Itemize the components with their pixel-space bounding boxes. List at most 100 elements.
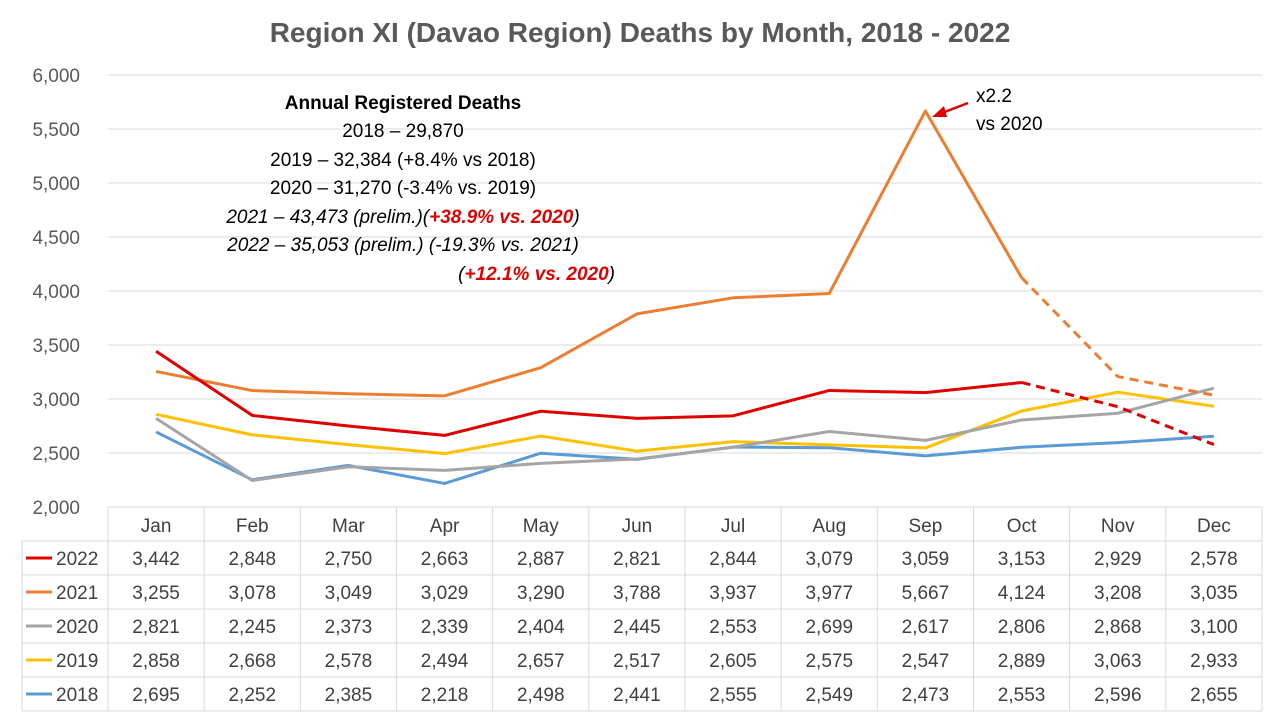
- peak-label-comparison: vs 2020: [976, 114, 1043, 135]
- table-cell: 3,290: [517, 583, 565, 604]
- table-cell: 2,821: [613, 549, 661, 570]
- table-cell: 2,868: [1094, 617, 1142, 638]
- table-cell: 2,445: [613, 617, 661, 638]
- table-cell: 2,404: [517, 617, 565, 638]
- series-line-2021: [155, 109, 1023, 398]
- month-label: Aug: [812, 516, 846, 537]
- table-cell: 2,933: [1190, 651, 1238, 672]
- table-cell: 3,255: [132, 583, 180, 604]
- table-cell: 2,657: [517, 651, 565, 672]
- table-cell: 3,442: [132, 549, 180, 570]
- month-label: Oct: [1007, 516, 1037, 537]
- y-tick-label: 6,000: [32, 66, 80, 87]
- table-cell: 2,821: [132, 617, 180, 638]
- annotation-2022-vs-2020: (+12.1% vs. 2020): [458, 264, 615, 285]
- month-label: Apr: [430, 516, 460, 537]
- table-cell: 3,059: [902, 549, 950, 570]
- table-cell: 3,937: [709, 583, 757, 604]
- month-label: Feb: [236, 516, 269, 537]
- table-cell: 2,663: [421, 549, 469, 570]
- table-cell: 2,655: [1190, 685, 1238, 706]
- legend-label-2021: 2021: [56, 583, 98, 604]
- table-cell: 2,441: [613, 685, 661, 706]
- table-cell: 2,385: [325, 685, 373, 706]
- table-cell: 3,078: [228, 583, 276, 604]
- table-cell: 3,079: [805, 549, 853, 570]
- y-tick-label: 3,500: [32, 336, 80, 357]
- annotation-2019: 2019 – 32,384 (+8.4% vs 2018): [270, 150, 536, 171]
- month-label: Sep: [909, 516, 943, 537]
- month-label: Jan: [141, 516, 172, 537]
- y-tick-label: 4,000: [32, 282, 80, 303]
- y-tick-label: 2,000: [32, 498, 80, 519]
- annotation-2022: 2022 – 35,053 (prelim.) (-19.3% vs. 2021…: [226, 235, 579, 256]
- month-label: Jun: [622, 516, 653, 537]
- series-line-2022: [155, 350, 1022, 437]
- month-label: Mar: [332, 516, 365, 537]
- table-cell: 3,788: [613, 583, 661, 604]
- table-cell: 3,049: [325, 583, 373, 604]
- table-cell: 2,844: [709, 549, 757, 570]
- month-label: Nov: [1101, 516, 1135, 537]
- table-cell: 2,699: [805, 617, 853, 638]
- table-cell: 2,889: [998, 651, 1046, 672]
- table-cell: 2,858: [132, 651, 180, 672]
- table-cell: 2,578: [325, 651, 373, 672]
- series-line-dashed-2021: [1020, 276, 1215, 397]
- table-cell: 3,153: [998, 549, 1046, 570]
- table-cell: 2,494: [421, 651, 469, 672]
- series-line-2020: [155, 386, 1215, 483]
- table-cell: 3,063: [1094, 651, 1142, 672]
- table-cell: 3,029: [421, 583, 469, 604]
- legend-label-2019: 2019: [56, 651, 98, 672]
- table-cell: 5,667: [902, 583, 950, 604]
- table-cell: 2,553: [709, 617, 757, 638]
- table-cell: 2,806: [998, 617, 1046, 638]
- table-cell: 3,208: [1094, 583, 1142, 604]
- table-cell: 2,575: [805, 651, 853, 672]
- gridlines: [108, 74, 1262, 454]
- table-cell: 2,887: [517, 549, 565, 570]
- table-cell: 2,549: [805, 685, 853, 706]
- chart-title: Region XI (Davao Region) Deaths by Month…: [270, 17, 1011, 48]
- table-cell: 2,617: [902, 617, 950, 638]
- peak-arrow-shaft: [941, 101, 969, 115]
- table-cell: 2,596: [1094, 685, 1142, 706]
- table-cell: 3,035: [1190, 583, 1238, 604]
- data-table: Jan Feb Mar Apr May Jun Jul Aug Sep Oct Nov Dec 2022…: [21, 506, 1263, 712]
- table-cell: 2,848: [228, 549, 276, 570]
- table-cell: 2,373: [325, 617, 373, 638]
- y-tick-label: 3,000: [32, 390, 80, 411]
- table-cell: 3,100: [1190, 617, 1238, 638]
- annotation-header: Annual Registered Deaths: [285, 93, 522, 114]
- y-tick-label: 2,500: [32, 444, 80, 465]
- table-cell: 2,695: [132, 685, 180, 706]
- table-cell: 2,750: [325, 549, 373, 570]
- series-lines: [155, 109, 1215, 485]
- table-cell: 4,124: [998, 583, 1046, 604]
- legend-label-2022: 2022: [56, 549, 98, 570]
- table-cell: 2,929: [1094, 549, 1142, 570]
- table-cell: 3,977: [805, 583, 853, 604]
- table-cell: 2,555: [709, 685, 757, 706]
- annual-deaths-annotation: Annual Registered Deaths 2018 – 29,870 2…: [225, 93, 615, 285]
- table-cell: 2,252: [228, 685, 276, 706]
- table-cell: 2,578: [1190, 549, 1238, 570]
- month-label: Dec: [1197, 516, 1231, 537]
- table-cell: 2,553: [998, 685, 1046, 706]
- table-cell: 2,218: [421, 685, 469, 706]
- table-cell: 2,605: [709, 651, 757, 672]
- table-cell: 2,473: [902, 685, 950, 706]
- annotation-2021: 2021 – 43,473 (prelim.)(+38.9% vs. 2020): [225, 207, 579, 228]
- peak-label-multiplier: x2.2: [976, 86, 1012, 107]
- table-cell: 2,547: [902, 651, 950, 672]
- table-cell: 2,339: [421, 617, 469, 638]
- y-tick-label: 5,000: [32, 174, 80, 195]
- peak-annotation: x2.2 vs 2020: [932, 86, 1043, 135]
- legend-label-2018: 2018: [56, 685, 98, 706]
- annotation-2020: 2020 – 31,270 (-3.4% vs. 2019): [270, 178, 536, 199]
- table-cell: 2,668: [228, 651, 276, 672]
- table-cell: 2,517: [613, 651, 661, 672]
- legend-label-2020: 2020: [56, 617, 98, 638]
